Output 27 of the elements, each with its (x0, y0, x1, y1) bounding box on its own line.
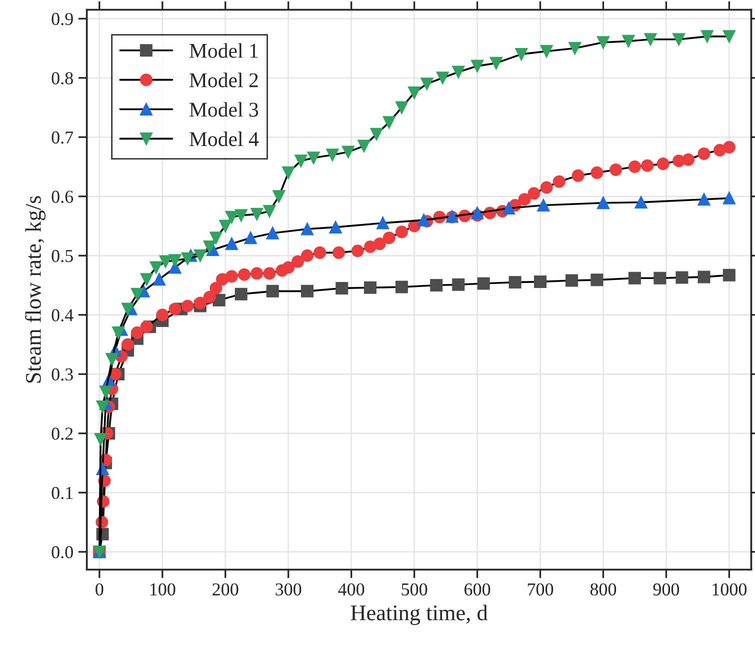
y-tick-label: 0.4 (52, 309, 74, 322)
legend-label: Model 4 (190, 132, 259, 146)
x-tick-label: 800 (590, 583, 616, 596)
y-tick-label: 0.2 (52, 428, 73, 440)
legend-label: Model 2 (190, 72, 258, 88)
x-tick-label: 500 (402, 583, 428, 596)
y-tick-label: 0.5 (52, 250, 73, 262)
y-tick-label: 0.7 (52, 131, 74, 144)
x-tick-label: 200 (212, 583, 238, 596)
x-axis-title: Heating time, d (350, 604, 488, 625)
x-tick-label: 1000 (712, 583, 747, 596)
x-tick-label: 300 (276, 583, 302, 596)
x-tick-label: 0 (96, 583, 104, 596)
y-tick-label: 0.9 (52, 12, 73, 26)
x-tick-label: 100 (150, 583, 176, 596)
y-axis-title: Steam flow rate, kg/s (25, 196, 46, 383)
y-tick-label: 0.0 (52, 546, 73, 558)
x-tick-label: 600 (464, 583, 490, 596)
legend-label: Model 1 (190, 43, 258, 58)
x-tick-label: 700 (528, 583, 554, 596)
x-tick-label: 400 (338, 583, 364, 596)
x-tick-label: 900 (653, 583, 680, 596)
y-tick-label: 0.6 (52, 190, 74, 203)
y-tick-label: 0.8 (52, 72, 73, 84)
legend-label: Model 3 (190, 102, 258, 117)
y-tick-label: 0.3 (52, 368, 73, 381)
y-tick-label: 0.1 (52, 486, 73, 500)
